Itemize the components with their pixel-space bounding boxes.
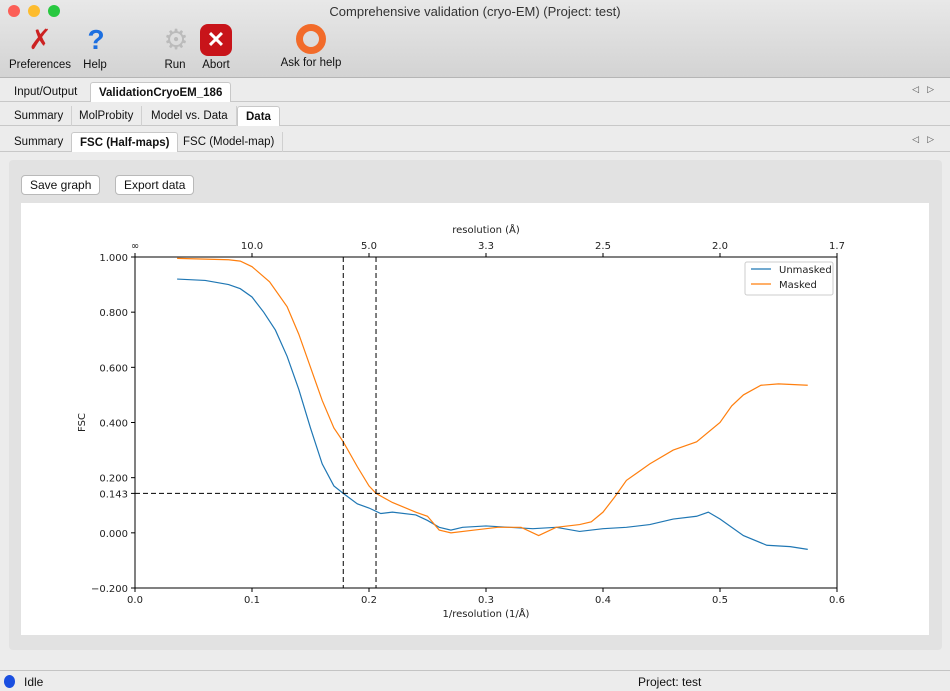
tab-input-output[interactable]: Input/Output — [14, 86, 78, 98]
run-gear-icon: ⚙ — [163, 24, 189, 55]
y-tick-label: 0.800 — [99, 308, 128, 319]
legend-box — [744, 261, 834, 296]
y-tick-label: 0.600 — [99, 363, 128, 374]
x-tick-label: 0.1 — [244, 595, 260, 606]
y-tick-label: 0.000 — [99, 529, 128, 540]
x-axis-label: 1/resolution (1/Å) — [443, 607, 530, 620]
top-x-tick-label: 3.3 — [478, 241, 494, 252]
top-x-tick-label: 10.0 — [241, 241, 263, 252]
x-tick-label: 0.6 — [829, 595, 845, 606]
top-x-tick-label: 2.0 — [712, 241, 728, 252]
tab-molprobity[interactable]: MolProbity — [71, 106, 143, 126]
data-tabbar: Summary FSC (Half-maps) FSC (Model-map) … — [0, 130, 950, 152]
y-tick-label: 0.143 — [99, 489, 128, 500]
sub-tabbar: Summary MolProbity Model vs. Data Data — [0, 104, 950, 126]
export-data-button[interactable]: Export data — [115, 175, 195, 195]
close-window-button[interactable] — [8, 5, 20, 17]
help-icon: ? — [87, 24, 105, 55]
fsc-plot: 0.0 ∞ 0.1 10.0 0.2 5.0 0.3 3.3 0.4 2.5 0.5 2.0 0.6 1.… — [21, 203, 929, 635]
x-tick-label: 0.4 — [595, 595, 611, 606]
tab-validation[interactable]: ValidationCryoEM_186 — [90, 82, 232, 102]
plot-frame — [134, 256, 838, 589]
x-tick-label: 0.2 — [361, 595, 377, 606]
y-tick-label: −0.200 — [91, 584, 128, 595]
legend-label: Unmasked — [779, 265, 832, 276]
x-tick-label: 0.0 — [127, 595, 143, 606]
top-x-axis-label: resolution (Å) — [452, 223, 520, 236]
lifebuoy-icon — [296, 24, 326, 54]
window-titlebar: Comprehensive validation (cryo-EM) (Proj… — [0, 0, 950, 78]
tab-fsc-model-map[interactable]: FSC (Model-map) — [175, 132, 284, 152]
window-title: Comprehensive validation (cryo-EM) (Proj… — [329, 4, 621, 19]
preferences-button[interactable]: ✗ Preferences — [8, 24, 71, 71]
legend-label: Masked — [779, 280, 817, 291]
tab-model-vs-data[interactable]: Model vs. Data — [143, 106, 237, 126]
fsc-chart: 0.0 ∞ 0.1 10.0 0.2 5.0 0.3 3.3 0.4 2.5 0.5 2.0 0.6 1.… — [77, 223, 845, 620]
status-indicator-icon — [4, 675, 15, 688]
ask-for-help-button[interactable]: Ask for help — [278, 24, 344, 69]
status-bar: Idle Project: test — [0, 670, 950, 691]
abort-icon: ✕ — [200, 24, 232, 56]
main-tabbar: Input/Output ValidationCryoEM_186 ◁▷ — [0, 80, 950, 102]
tab-data[interactable]: Data — [237, 106, 280, 126]
run-button[interactable]: ⚙ Run — [160, 24, 190, 71]
preferences-icon: ✗ — [28, 24, 52, 55]
project-label: Project: test — [638, 675, 702, 689]
series-line-masked — [177, 257, 808, 537]
y-tick-label: 0.200 — [99, 474, 128, 485]
top-x-tick-label: 2.5 — [595, 241, 611, 252]
y-axis-label: FSC — [77, 413, 88, 432]
tab-scroll-arrows[interactable]: ◁▷ — [912, 84, 942, 94]
save-graph-button[interactable]: Save graph — [21, 175, 101, 195]
tab-data-summary[interactable]: Summary — [14, 136, 64, 148]
help-button[interactable]: ? Help — [80, 24, 110, 71]
tab-summary[interactable]: Summary — [6, 106, 73, 126]
x-tick-label: 0.5 — [712, 595, 728, 606]
series-line-unmasked — [177, 278, 808, 550]
abort-button[interactable]: ✕ Abort — [198, 24, 234, 71]
top-x-tick-label: ∞ — [131, 241, 139, 252]
zoom-window-button[interactable] — [48, 5, 60, 17]
minimize-window-button[interactable] — [28, 5, 40, 17]
y-tick-label: 0.400 — [99, 419, 128, 430]
top-x-tick-label: 1.7 — [829, 241, 845, 252]
top-x-tick-label: 5.0 — [361, 241, 377, 252]
x-tick-label: 0.3 — [478, 595, 494, 606]
tab-scroll-arrows[interactable]: ◁▷ — [912, 134, 942, 144]
tab-fsc-half-maps[interactable]: FSC (Half-maps) — [71, 132, 179, 152]
y-tick-label: 1.000 — [99, 253, 128, 264]
status-text: Idle — [24, 675, 44, 689]
